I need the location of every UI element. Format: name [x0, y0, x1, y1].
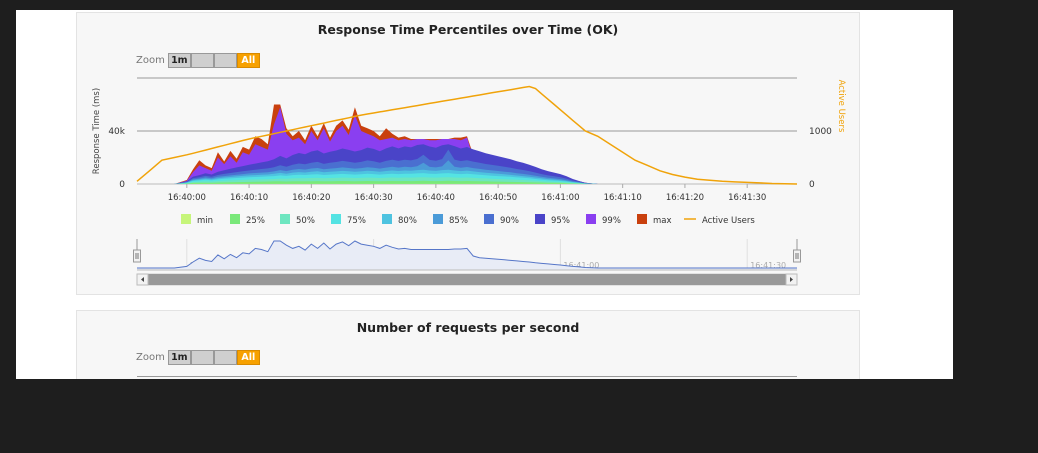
scroll-right-arrow-icon	[790, 277, 793, 282]
nav-handle-left[interactable]	[133, 249, 141, 263]
legend-item-95pct: 95%	[551, 216, 570, 226]
response-time-chart-panel: Response Time Percentiles over Time (OK)…	[76, 12, 860, 295]
nav-line	[137, 240, 797, 269]
zoom-control: Zoom 1m All	[136, 53, 260, 68]
zoom-all-button-2[interactable]: All	[236, 350, 260, 365]
legend-item-80pct: 80%	[398, 216, 417, 226]
x-tick-label-0: 16:40:00	[168, 193, 206, 203]
x-tick-label-2: 16:40:20	[292, 193, 330, 203]
zoom-1m-button[interactable]: 1m	[167, 53, 191, 68]
nav-tick-label-3: 16:41:30	[750, 261, 786, 270]
legend-item-85pct: 85%	[449, 216, 468, 226]
x-tick-label-8: 16:41:20	[666, 193, 704, 203]
area-25pct	[137, 180, 797, 184]
report-page: Response Time Percentiles over Time (OK)…	[16, 10, 953, 379]
legend-swatch-85pct	[433, 214, 443, 224]
x-tick-label-9: 16:41:30	[728, 193, 766, 203]
legend-item-90pct: 90%	[500, 216, 519, 226]
scroll-left-arrow-icon	[141, 277, 144, 282]
legend-swatch-99pct	[586, 214, 596, 224]
x-tick-label-4: 16:40:40	[417, 193, 455, 203]
legend-swatch-75pct	[331, 214, 341, 224]
scrollbar-thumb[interactable]	[148, 274, 786, 285]
zoom-button-3-2[interactable]	[213, 350, 237, 365]
legend-item-75pct: 75%	[347, 216, 366, 226]
x-tick-label-6: 16:41:00	[541, 193, 579, 203]
y-tick-label-0: 0	[119, 180, 125, 190]
zoom-control-2: Zoom 1m All	[136, 350, 260, 365]
y2-axis-label: Active Users	[836, 80, 846, 133]
x-tick-label-7: 16:41:10	[604, 193, 642, 203]
legend-swatch-90pct	[484, 214, 494, 224]
legend-swatch-50pct	[280, 214, 290, 224]
y-tick-label-1: 40k	[108, 127, 125, 137]
legend-item-50pct: 50%	[296, 216, 315, 226]
legend-item-25pct: 25%	[246, 216, 265, 226]
zoom-button-2[interactable]	[190, 53, 214, 68]
zoom-1m-button-2[interactable]: 1m	[167, 350, 191, 365]
chart-title: Response Time Percentiles over Time (OK)	[317, 22, 619, 37]
legend-swatch-95pct	[535, 214, 545, 224]
zoom-button-2-2[interactable]	[190, 350, 214, 365]
nav-area	[137, 241, 797, 270]
requests-per-second-panel: Number of requests per second Zoom 1m Al…	[76, 310, 860, 379]
response-time-chart: 0 40k 0 1000 Response Time (ms) Active Users 1…	[92, 77, 846, 286]
zoom-all-button[interactable]: All	[236, 53, 260, 68]
zoom-label-2: Zoom	[136, 352, 165, 363]
legend-swatch-max	[637, 214, 647, 224]
nav-handle-right[interactable]	[793, 249, 801, 263]
legend-item-active-users: Active Users	[702, 216, 755, 226]
chart-title-2: Number of requests per second	[356, 320, 580, 335]
legend-swatch-min	[181, 214, 191, 224]
x-tick-label-3: 16:40:30	[355, 193, 393, 203]
x-tick-label-5: 16:40:50	[479, 193, 517, 203]
nav-tick-label-2: 16:41:00	[563, 261, 599, 270]
x-tick-label-1: 16:40:10	[230, 193, 268, 203]
legend-item-99pct: 99%	[602, 216, 621, 226]
active-users-line	[136, 85, 798, 185]
legend-swatch-80pct	[382, 214, 392, 224]
chart-top-line	[137, 376, 797, 377]
y-axis-label: Response Time (ms)	[92, 88, 102, 174]
legend-item-min: min	[197, 216, 213, 226]
legend-item-max: max	[653, 216, 672, 226]
legend-swatch-25pct	[230, 214, 240, 224]
y2-tick-label-1: 1000	[809, 127, 832, 137]
zoom-button-3[interactable]	[213, 53, 237, 68]
y2-tick-label-0: 0	[809, 180, 815, 190]
zoom-label: Zoom	[136, 55, 165, 66]
